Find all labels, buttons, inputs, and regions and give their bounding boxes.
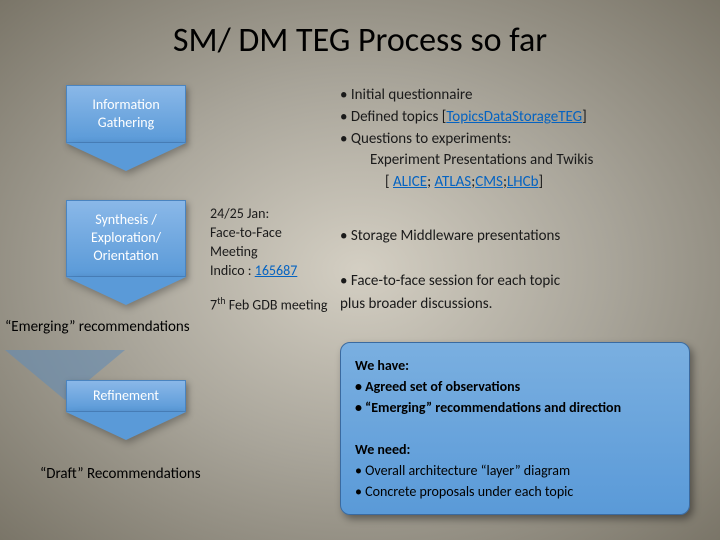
- gdb-post: Feb GDB meeting: [226, 297, 328, 314]
- experiment-links: [ ALICE; ATLAS;CMS;LHCb]: [385, 172, 593, 194]
- emerging-text: “Emerging” recommendations: [5, 318, 190, 336]
- meeting-info: 24/25 Jan: Face-to-Face Meeting Indico :…: [210, 205, 330, 281]
- links-pre: [: [385, 173, 393, 191]
- gdb-meeting: 7th Feb GDB meeting: [210, 295, 330, 316]
- bullet-questionnaire: Initial questionnaire: [340, 85, 593, 107]
- bullet-f2f: Face-to-face session for each topic: [340, 270, 560, 293]
- arrow-head-icon: [66, 412, 186, 440]
- topics-link[interactable]: TopicsDataStorageTEG: [446, 108, 582, 126]
- meeting-indico: Indico :: [210, 262, 252, 279]
- gdb-sup: th: [217, 295, 225, 307]
- need-item: Overall architecture “layer” diagram: [355, 460, 675, 481]
- links-post: ]: [538, 173, 543, 191]
- mid-bullet-list: Storage Middleware presentations Face-to…: [340, 225, 560, 315]
- we-have-head: We have:: [355, 355, 675, 376]
- top-bullet-list: Initial questionnaire Defined topics [To…: [340, 85, 593, 194]
- b2-pre: Defined topics [: [351, 108, 446, 126]
- summary-box: We have: Agreed set of observations “Eme…: [340, 342, 690, 515]
- bullet-questions: Questions to experiments:: [340, 129, 593, 151]
- arrow-head-icon: [66, 277, 186, 305]
- meeting-type: Face-to-Face Meeting: [210, 224, 330, 262]
- meeting-date: 24/25 Jan:: [210, 205, 330, 224]
- bullet-f2f-cont: plus broader discussions.: [340, 293, 560, 316]
- atlas-link[interactable]: ATLAS: [435, 173, 472, 191]
- arrow-refinement: Refinement: [66, 380, 186, 440]
- experiment-presentations: Experiment Presentations and Twikis: [370, 150, 593, 172]
- we-need-head: We need:: [355, 439, 675, 460]
- cms-link[interactable]: CMS: [475, 173, 503, 191]
- lhcb-link[interactable]: LHCb: [507, 173, 539, 191]
- b2-post: ]: [582, 108, 587, 126]
- bullet-topics: Defined topics [TopicsDataStorageTEG]: [340, 107, 593, 129]
- draft-text: “Draft” Recommendations: [40, 465, 201, 483]
- arrow-label: Refinement: [66, 380, 186, 412]
- bullet-middleware: Storage Middleware presentations: [340, 225, 560, 248]
- alice-link[interactable]: ALICE: [393, 173, 427, 191]
- indico-link[interactable]: 165687: [255, 262, 298, 279]
- arrow-synthesis: Synthesis / Exploration/ Orientation: [66, 200, 186, 305]
- slide-title: SM/ DM TEG Process so far: [0, 0, 720, 61]
- need-item: Concrete proposals under each topic: [355, 481, 675, 502]
- arrow-head-icon: [66, 143, 186, 171]
- have-item: Agreed set of observations: [355, 376, 675, 397]
- have-item: “Emerging” recommendations and direction: [355, 397, 675, 418]
- arrow-label: Information Gathering: [66, 85, 186, 143]
- arrow-label: Synthesis / Exploration/ Orientation: [66, 200, 186, 277]
- arrow-info-gathering: Information Gathering: [66, 85, 186, 171]
